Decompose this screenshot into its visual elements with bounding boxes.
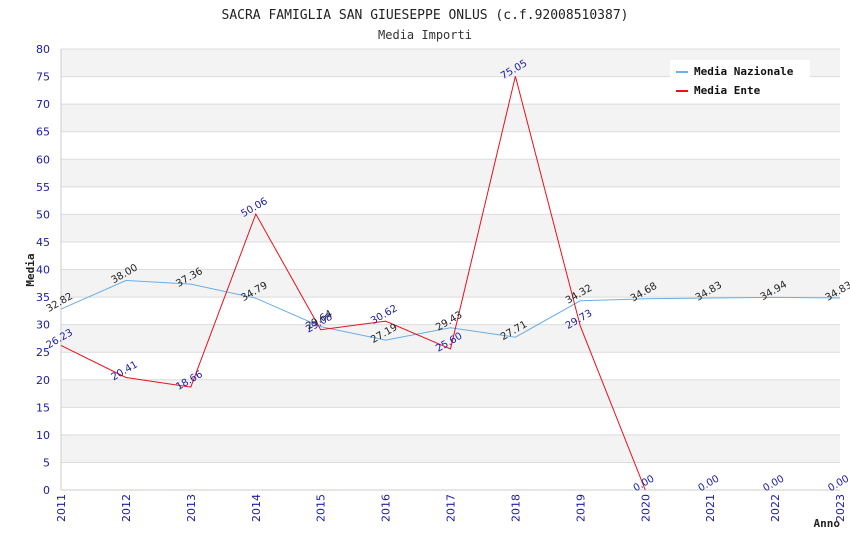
- y-tick-label: 25: [36, 346, 50, 359]
- x-tick-label: 2017: [445, 494, 458, 522]
- series-lines: [60, 76, 841, 491]
- y-tick-label: 65: [36, 126, 50, 139]
- x-tick-label: 2012: [120, 494, 133, 522]
- x-axis-ticks: 2011 2012 2013 2014 2015 2016 2017 2018 2019 2020…: [55, 494, 847, 522]
- data-label: 30.62: [369, 303, 399, 327]
- series-line-media-ente: [60, 76, 646, 491]
- y-tick-label: 35: [36, 291, 50, 304]
- y-axis-ticks: 0 5 10 15 20 25 30 35 40 45 50 55 60 65 70 75 80: [36, 43, 50, 497]
- y-tick-label: 40: [36, 264, 50, 277]
- legend-label-media-nazionale: Media Nazionale: [694, 65, 794, 78]
- y-tick-label: 20: [36, 374, 50, 387]
- y-tick-label: 10: [36, 429, 50, 442]
- grid-band: [61, 269, 840, 298]
- y-tick-label: 15: [36, 401, 50, 414]
- data-label: 0.00: [761, 474, 786, 495]
- y-tick-label: 55: [36, 181, 50, 194]
- x-tick-label: 2014: [250, 494, 263, 522]
- x-axis-label: Anno: [814, 517, 841, 530]
- x-tick-label: 2016: [380, 494, 393, 522]
- y-tick-label: 50: [36, 208, 50, 221]
- y-tick-label: 75: [36, 71, 50, 84]
- x-tick-label: 2019: [574, 494, 587, 522]
- y-axis-label: Media: [24, 253, 37, 286]
- grid-band: [61, 159, 840, 187]
- legend: Media Nazionale Media Ente: [670, 60, 810, 102]
- grid-bands: [61, 49, 840, 463]
- data-label: 0.00: [826, 474, 850, 495]
- x-tick-label: 2013: [185, 494, 198, 522]
- x-tick-label: 2023: [834, 494, 847, 522]
- grid-band: [61, 379, 840, 408]
- x-tick-label: 2022: [769, 494, 782, 522]
- data-label: 0.00: [697, 474, 722, 495]
- x-tick-label: 2020: [639, 494, 652, 522]
- y-tick-label: 5: [43, 456, 50, 469]
- x-tick-label: 2015: [315, 494, 328, 522]
- grid-band: [61, 434, 840, 463]
- axes: [60, 49, 840, 491]
- x-tick-label: 2011: [55, 494, 68, 522]
- legend-box: [670, 60, 810, 102]
- series-line-media-nazionale: [60, 279, 841, 341]
- grid-band: [61, 214, 840, 242]
- x-tick-label: 2021: [704, 494, 717, 522]
- y-tick-label: 30: [36, 319, 50, 332]
- y-tick-label: 70: [36, 98, 50, 111]
- x-tick-label: 2018: [509, 494, 522, 522]
- y-tick-label: 60: [36, 153, 50, 166]
- legend-label-media-ente: Media Ente: [694, 84, 761, 97]
- chart-title: SACRA FAMIGLIA SAN GIUESEPPE ONLUS (c.f.…: [222, 8, 629, 23]
- y-tick-label: 80: [36, 43, 50, 56]
- grid-band: [61, 104, 840, 132]
- chart-subtitle: Media Importi: [378, 28, 472, 42]
- data-label: 0.00: [632, 474, 657, 495]
- y-tick-label: 45: [36, 236, 50, 249]
- y-tick-label: 0: [43, 484, 50, 497]
